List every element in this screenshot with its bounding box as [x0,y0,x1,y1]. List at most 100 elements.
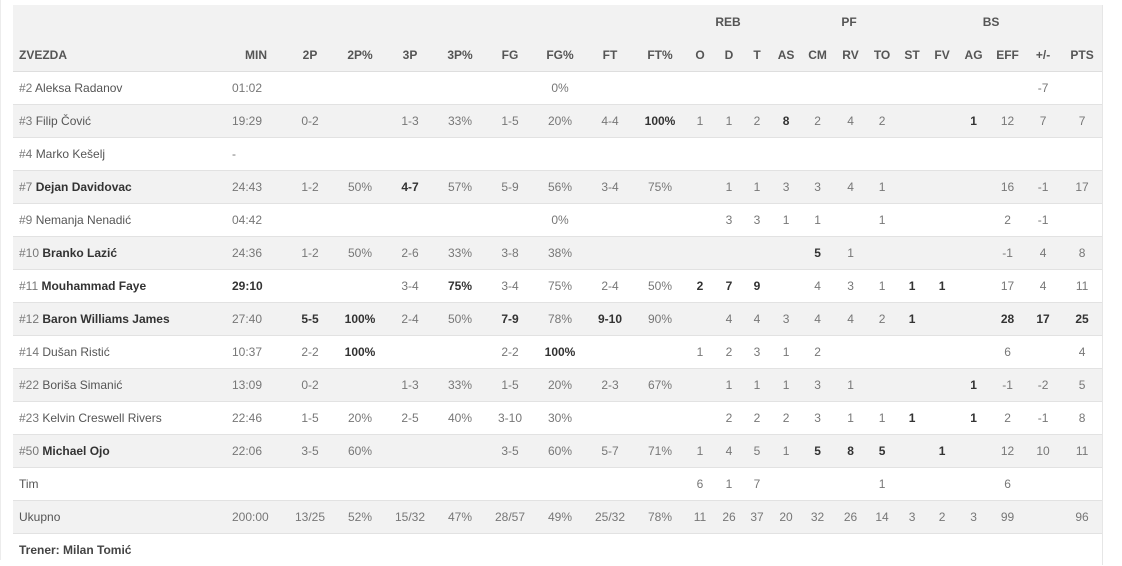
stat-cell [385,468,435,501]
stat-cell [897,336,927,369]
player-name-link[interactable]: Dušan Ristić [42,345,109,359]
column-header-to[interactable]: TO [867,38,897,72]
stat-cell: 1-5 [485,369,535,402]
column-header-rv[interactable]: RV [834,38,867,72]
column-header-as[interactable]: AS [771,38,801,72]
column-header-cm[interactable]: CM [801,38,834,72]
stat-cell: 15/32 [385,501,435,534]
stat-cell [335,468,385,501]
stat-cell: 3 [801,171,834,204]
stat-cell: 3 [715,204,743,237]
column-header--[interactable]: +/- [1025,38,1061,72]
stat-cell: 10:37 [227,336,285,369]
player-name-cell: #7 Dejan Davidovac [13,171,227,204]
stat-cell: 0-2 [285,105,335,138]
stat-cell [227,468,285,501]
stat-cell: 3-4 [485,270,535,303]
stat-cell [867,336,897,369]
column-header-ag[interactable]: AG [957,38,990,72]
stat-cell: 3 [801,402,834,435]
stat-cell: 4 [801,303,834,336]
column-header-fg-[interactable]: FG% [535,38,585,72]
jersey-number: #7 [19,180,36,194]
stat-cell: 1 [867,402,897,435]
player-name-link[interactable]: Nemanja Nenadić [36,213,131,227]
stat-cell [834,72,867,105]
column-header-3p-[interactable]: 3P% [435,38,485,72]
player-name-link[interactable]: Marko Kešelj [36,147,105,161]
column-header-t[interactable]: T [743,38,771,72]
stat-cell: 1 [927,435,957,468]
stat-cell [685,402,715,435]
player-name-link[interactable]: Branko Lazić [42,246,117,260]
stat-cell: 2 [990,402,1025,435]
stat-cell: 4 [834,105,867,138]
stat-cell: 67% [635,369,685,402]
column-header-min[interactable]: MIN [227,38,285,72]
column-header-zvezda[interactable]: ZVEZDA [13,38,227,72]
stat-cell [635,402,685,435]
column-header-pts[interactable]: PTS [1061,38,1103,72]
stat-cell [867,369,897,402]
column-header-2p-[interactable]: 2P% [335,38,385,72]
stat-cell: 26 [834,501,867,534]
coach-name: Trener: Milan Tomić [13,534,1103,566]
stat-cell [1025,468,1061,501]
stat-cell: 100% [335,303,385,336]
stat-cell: 47% [435,501,485,534]
stat-cell: 3 [801,369,834,402]
stat-cell: 1 [715,369,743,402]
column-header-ft[interactable]: FT [585,38,635,72]
player-name-link[interactable]: Boriša Simanić [42,378,122,392]
stat-cell: 75% [635,171,685,204]
column-header-fg[interactable]: FG [485,38,535,72]
stat-cell: 2-5 [385,402,435,435]
column-header-st[interactable]: ST [897,38,927,72]
stat-cell: 1 [685,435,715,468]
stat-cell [897,468,927,501]
player-name-link[interactable]: Kelvin Creswell Rivers [42,411,161,425]
stat-cell [685,204,715,237]
coach-row: Trener: Milan Tomić [13,534,1103,566]
stat-cell [771,270,801,303]
player-name-link[interactable]: Michael Ojo [42,444,109,458]
column-header-ft-[interactable]: FT% [635,38,685,72]
column-header-d[interactable]: D [715,38,743,72]
column-header-3p[interactable]: 3P [385,38,435,72]
stat-cell: - [227,138,285,171]
stat-cell [1061,138,1103,171]
player-name-link[interactable]: Baron Williams James [42,312,169,326]
jersey-number: #14 [19,345,42,359]
stat-cell [485,204,535,237]
stat-cell [834,204,867,237]
stat-cell [834,138,867,171]
player-name-link[interactable]: Aleksa Radanov [35,81,122,95]
stat-cell: 20% [535,369,585,402]
player-name-link[interactable]: Mouhammad Faye [41,279,146,293]
column-header-o[interactable]: O [685,38,715,72]
column-header-fv[interactable]: FV [927,38,957,72]
player-name-link[interactable]: Filip Čović [36,114,91,128]
stat-cell [927,303,957,336]
column-header-eff[interactable]: EFF [990,38,1025,72]
stat-cell: 2 [867,303,897,336]
column-header-2p[interactable]: 2P [285,38,335,72]
player-row[interactable]: #4 Marko Kešelj- [13,138,1103,171]
stat-cell: 24:43 [227,171,285,204]
stat-cell: 50% [335,237,385,270]
player-name-cell: #2 Aleksa Radanov [13,72,227,105]
stat-cell: 3 [897,501,927,534]
player-name-link[interactable]: Dejan Davidovac [36,180,132,194]
stat-cell: -7 [1025,72,1061,105]
